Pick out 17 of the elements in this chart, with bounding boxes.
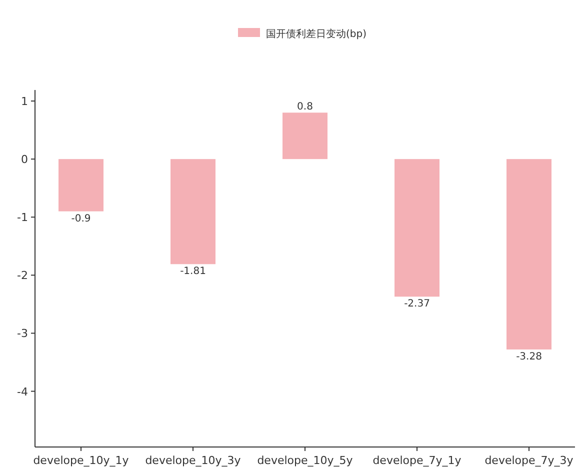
legend-label: 国开债利差日变动(bp) xyxy=(266,28,367,40)
y-tick-label: 0 xyxy=(21,153,28,166)
x-tick-label: develope_7y_3y xyxy=(484,454,574,467)
x-tick-label: develope_10y_1y xyxy=(33,454,130,467)
data-label: -2.37 xyxy=(404,298,430,310)
y-tick-label: -3 xyxy=(17,327,28,340)
y-tick-label: 1 xyxy=(21,95,28,108)
data-label: 0.8 xyxy=(297,102,313,113)
x-tick-label: develope_10y_3y xyxy=(145,454,242,467)
x-tick-label: develope_10y_5y xyxy=(257,454,354,467)
y-tick-label: -2 xyxy=(17,269,28,282)
y-tick-label: -4 xyxy=(17,385,28,398)
data-label: -1.81 xyxy=(180,266,206,278)
x-tick-label: develope_7y_1y xyxy=(372,454,462,467)
data-label: -0.9 xyxy=(71,213,91,224)
y-tick-label: -1 xyxy=(17,211,28,224)
data-label: -3.28 xyxy=(516,351,542,362)
